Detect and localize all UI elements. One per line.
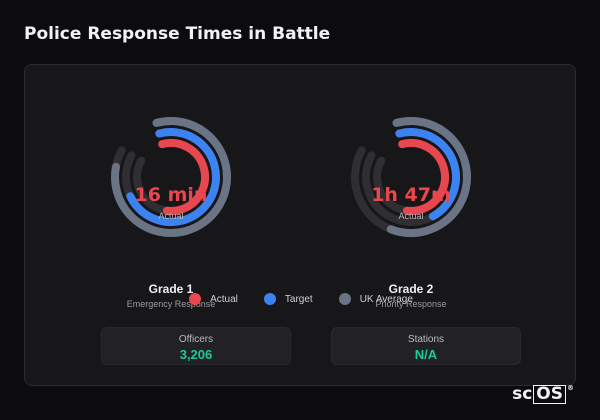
- stat-value: 3,206: [179, 347, 213, 362]
- brand-registered-mark: ®: [567, 384, 574, 392]
- gauge-description: Emergency Response: [126, 299, 216, 309]
- legend-item-target: Target: [263, 293, 313, 305]
- gauge-grade-1-rings: [111, 117, 231, 237]
- stat-label: Officers: [178, 334, 214, 345]
- legend-item-actual: Actual: [189, 293, 238, 305]
- gauge-value-label: Actual: [158, 211, 184, 221]
- gauge-value: 16 min: [134, 184, 208, 206]
- gauge-grade-2: 1h 47m Actual Grade 2 Priority Response: [311, 101, 511, 309]
- stat-stations: Stations N/A: [331, 327, 521, 365]
- brand-boxed: OS: [533, 385, 566, 404]
- gauge-description: Priority Response: [375, 299, 447, 309]
- uk-average-ring: [351, 117, 471, 237]
- gauge-grade-1: 16 min Actual Grade 1 Emergency Response: [71, 101, 271, 309]
- legend-label: Actual: [210, 293, 238, 305]
- page-title: Police Response Times in Battle: [24, 24, 331, 44]
- uk-average-ring: [111, 117, 231, 237]
- legend-swatch-target: [263, 293, 276, 305]
- stat-value: N/A: [414, 347, 438, 362]
- actual-ring: [373, 139, 449, 215]
- gauge-name: Grade 1: [148, 282, 194, 296]
- target-ring: [362, 128, 460, 226]
- brand-prefix: sc: [512, 384, 533, 404]
- gauge-value: 1h 47m: [371, 184, 451, 206]
- target-ring: [122, 128, 220, 226]
- actual-ring: [133, 139, 209, 215]
- legend: Actual Target UK Average: [25, 293, 577, 305]
- stat-officers: Officers 3,206: [101, 327, 291, 365]
- legend-label: UK Average: [359, 293, 413, 305]
- response-times-card: 16 min Actual Grade 1 Emergency Response…: [24, 64, 576, 386]
- gauge-grade-2-rings: [351, 117, 471, 237]
- legend-swatch-uk-average: [338, 293, 351, 305]
- gauge-name: Grade 2: [388, 282, 434, 296]
- gauge-value-label: Actual: [398, 211, 424, 221]
- stat-label: Stations: [407, 334, 445, 345]
- legend-label: Target: [284, 293, 313, 305]
- legend-swatch-actual: [189, 293, 202, 305]
- brand-logo: sc OS ®: [512, 384, 574, 404]
- legend-item-uk-average: UK Average: [338, 293, 413, 305]
